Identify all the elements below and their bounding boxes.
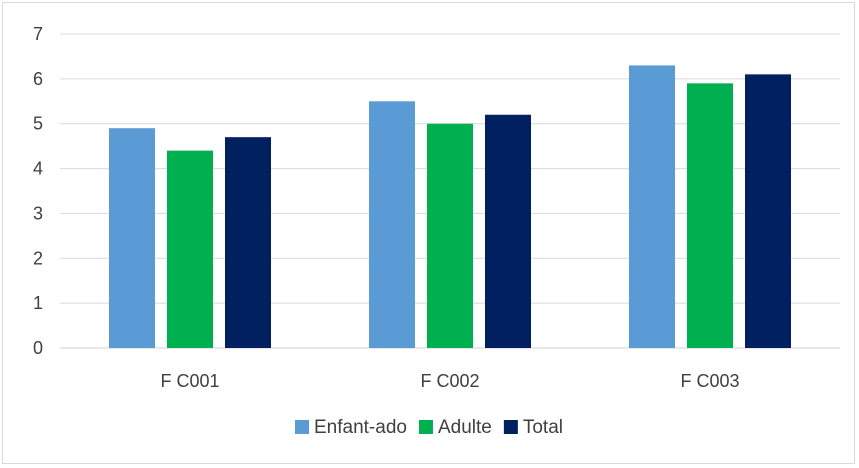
legend-swatch bbox=[418, 420, 433, 434]
y-tick-label: 7 bbox=[33, 24, 43, 44]
x-category-label: F C003 bbox=[680, 371, 739, 391]
y-tick-label: 1 bbox=[33, 293, 43, 313]
bar-total bbox=[745, 74, 791, 348]
x-category-label: F C002 bbox=[420, 371, 479, 391]
legend-swatch bbox=[503, 420, 518, 434]
bar-total bbox=[225, 137, 271, 348]
x-category-label: F C001 bbox=[160, 371, 219, 391]
y-tick-label: 4 bbox=[33, 159, 43, 179]
y-tick-label: 2 bbox=[33, 248, 43, 268]
bar-enfant-ado bbox=[369, 101, 415, 349]
legend-label: Enfant-ado bbox=[314, 417, 407, 438]
bar-enfant-ado bbox=[109, 128, 155, 348]
bar-adulte bbox=[427, 123, 473, 348]
legend-swatch bbox=[295, 420, 310, 434]
y-tick-label: 0 bbox=[33, 338, 43, 358]
y-tick-label: 5 bbox=[33, 114, 43, 134]
bar-adulte bbox=[687, 83, 733, 348]
y-tick-label: 3 bbox=[33, 203, 43, 223]
bar-total bbox=[485, 114, 531, 348]
bar-adulte bbox=[167, 150, 213, 348]
legend-label: Adulte bbox=[438, 417, 492, 438]
bar-enfant-ado bbox=[629, 65, 675, 349]
legend-label: Total bbox=[523, 417, 563, 438]
y-tick-label: 6 bbox=[33, 69, 43, 89]
